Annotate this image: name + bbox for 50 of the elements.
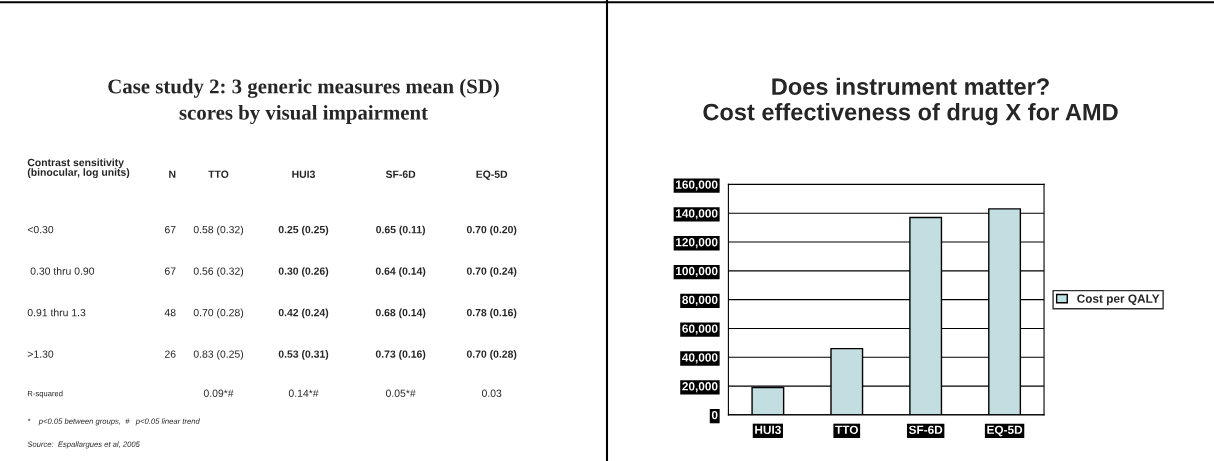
text: 0.42 (0.24) [278, 308, 329, 319]
text: SF-6D [385, 170, 416, 178]
text: 0.14*# [288, 389, 319, 397]
y-tick-label: 140,000 [676, 209, 718, 220]
text: 0.53 (0.31) [278, 350, 329, 360]
y-tick-label: 160,000 [676, 180, 718, 191]
text: 0.70 (0.24) [466, 267, 517, 277]
text: 0.64 (0.14) [375, 267, 426, 277]
text: N [169, 170, 176, 178]
text: 0.83 (0.25) [193, 350, 244, 360]
x-tick-label: EQ-5D [987, 425, 1023, 437]
text: 48 [164, 308, 176, 317]
y-tick-label: 120,000 [676, 238, 718, 249]
y-tick-label: 80,000 [682, 295, 718, 306]
text: EQ-5D [476, 170, 508, 180]
y-tick-label: 20,000 [682, 382, 718, 393]
text: <0.30 [27, 225, 54, 234]
text: 0.30 (0.26) [278, 267, 329, 277]
text: 0.56 (0.32) [193, 267, 244, 277]
y-tick-label: 0 [711, 410, 718, 420]
text: 0.91 thru 1.3 [27, 308, 86, 317]
x-tick-label: TTO [835, 425, 858, 434]
chart-title: Does instrument matter? Cost effectiveness of drug X for AMD [703, 77, 1118, 126]
y-tick-label: 100,000 [676, 266, 718, 277]
legend-label: Cost per QALY [1077, 294, 1160, 306]
text: 0.68 (0.14) [375, 308, 426, 319]
y-tick-label: 40,000 [682, 353, 718, 364]
text: 0.70 (0.20) [466, 225, 517, 236]
text: Contrast sensitivity (binocular, log units) [27, 158, 130, 178]
text: 0.58 (0.32) [193, 225, 244, 236]
text: 0.03 [481, 389, 502, 397]
text: 0.78 (0.16) [466, 308, 517, 319]
y-tick-label: 60,000 [682, 324, 718, 335]
text: HUI3 [292, 170, 315, 178]
text: >1.30 [27, 350, 54, 358]
text: 0.65 (0.11) [376, 225, 426, 236]
text: 0.09*# [203, 389, 234, 397]
x-tick-label: HUI3 [755, 425, 781, 434]
text: 0.25 (0.25) [278, 225, 329, 236]
text: 26 [164, 350, 176, 358]
text: 67 [164, 225, 176, 234]
text: 0.70 (0.28) [193, 308, 244, 319]
text: 0.05*# [385, 389, 416, 397]
x-tick-label: SF-6D [908, 425, 943, 434]
text: 0.70 (0.28) [466, 350, 517, 360]
text: 67 [164, 267, 176, 275]
text: Case study 2: 3 generic measures mean (SD) scores by visual impairment [108, 78, 499, 125]
text: 0.30 thru 0.90 [30, 267, 95, 275]
text: 0.73 (0.16) [375, 350, 426, 360]
text: TTO [208, 170, 229, 178]
